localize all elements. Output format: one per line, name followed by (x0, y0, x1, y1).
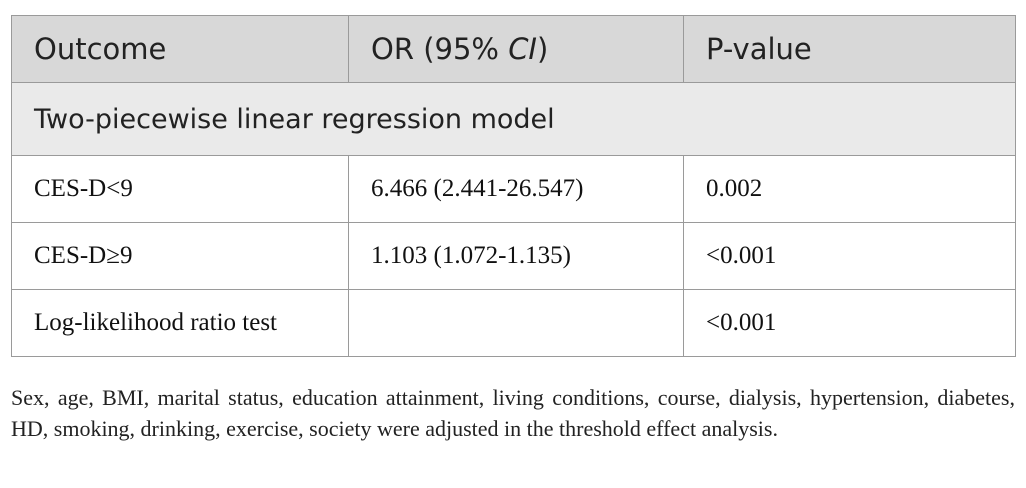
cell-or: 6.466 (2.441-26.547) (348, 155, 684, 223)
cell-outcome: CES-D≥9 (11, 222, 349, 290)
cell-outcome: CES-D<9 (11, 155, 349, 223)
table-row: CES-D≥9 1.103 (1.072-1.135) <0.001 (11, 222, 1016, 290)
cell-or (348, 289, 684, 357)
table-header-row: Outcome OR (95% CI) P-value (11, 15, 1016, 83)
threshold-effect-table-container: Outcome OR (95% CI) P-value Two-piecewis… (11, 15, 1016, 357)
cell-outcome: Log-likelihood ratio test (11, 289, 349, 357)
cell-pvalue: <0.001 (683, 222, 1016, 290)
header-or-ci-italic: CI (508, 32, 537, 66)
section-row: Two-piecewise linear regression model (11, 82, 1016, 156)
header-or-ci: OR (95% CI) (348, 15, 684, 83)
header-outcome: Outcome (11, 15, 349, 83)
cell-pvalue: <0.001 (683, 289, 1016, 357)
table-row: Log-likelihood ratio test <0.001 (11, 289, 1016, 357)
header-pvalue: P-value (683, 15, 1016, 83)
threshold-effect-table: Outcome OR (95% CI) P-value Two-piecewis… (11, 15, 1016, 357)
table-footnote: Sex, age, BMI, marital status, education… (11, 385, 1015, 441)
section-label: Two-piecewise linear regression model (11, 82, 1016, 156)
table-row: CES-D<9 6.466 (2.441-26.547) 0.002 (11, 155, 1016, 223)
header-or-prefix: OR (95% (371, 32, 509, 66)
cell-pvalue: 0.002 (683, 155, 1016, 223)
cell-or: 1.103 (1.072-1.135) (348, 222, 684, 290)
header-or-suffix: ) (537, 32, 549, 66)
